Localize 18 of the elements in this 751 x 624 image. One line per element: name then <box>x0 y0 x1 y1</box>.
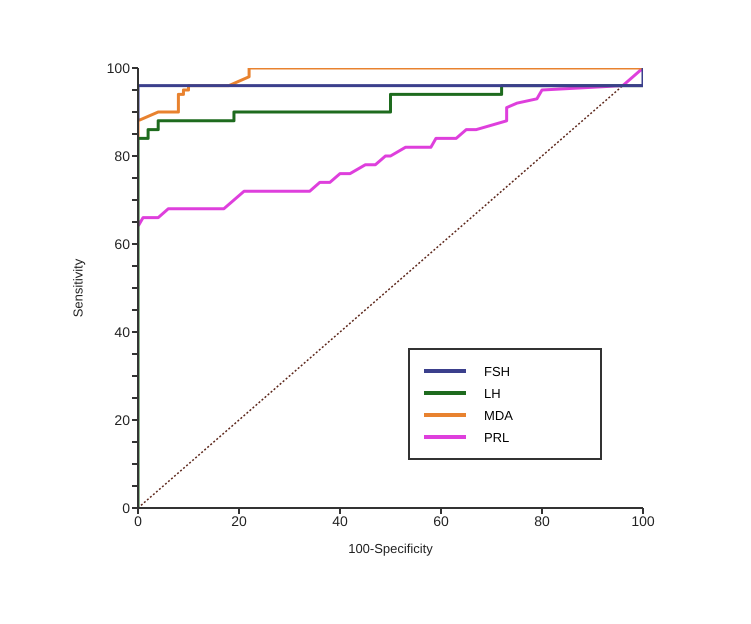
x-tick-label: 40 <box>332 512 348 529</box>
y-tick-label: 100 <box>106 60 130 76</box>
legend-label: MDA <box>484 408 513 422</box>
y-tick-label: 40 <box>114 324 130 340</box>
y-tick-label: 20 <box>114 412 130 428</box>
legend-label: LH <box>484 386 501 400</box>
x-tick-label: 60 <box>433 512 449 529</box>
x-tick-label: 0 <box>134 512 142 529</box>
y-tick-label: 80 <box>114 148 130 164</box>
legend-label: FSH <box>484 364 510 378</box>
y-tick-label: 0 <box>122 500 130 516</box>
y-tick-label: 60 <box>114 236 130 252</box>
x-tick-label: 100 <box>631 512 655 529</box>
legend-label: PRL <box>484 430 510 444</box>
x-axis-title: 100-Specificity <box>348 541 434 556</box>
x-tick-label: 80 <box>534 512 550 529</box>
x-tick-label: 20 <box>231 512 247 529</box>
y-axis-title: Sensitivity <box>70 258 86 318</box>
